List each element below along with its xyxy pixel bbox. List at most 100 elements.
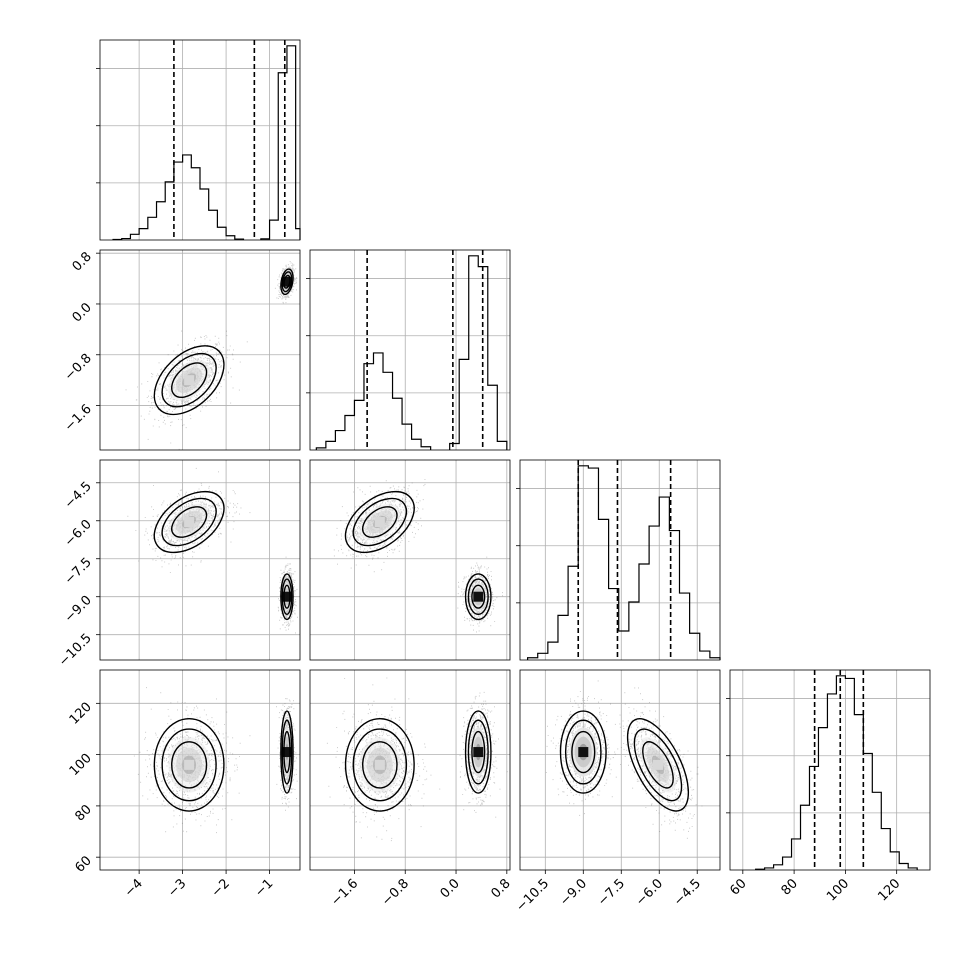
x-tick-label: 0.0 <box>438 876 463 901</box>
contour-line <box>153 345 225 416</box>
histogram-step-3 <box>755 675 918 870</box>
x-tick-label: 100 <box>824 876 852 904</box>
panel-content <box>545 680 703 839</box>
panel-border <box>99 459 301 661</box>
contour-line <box>352 497 408 547</box>
panel-1-0 <box>99 249 301 451</box>
contour-line <box>344 718 415 812</box>
y-tick-label: 60 <box>73 853 95 875</box>
density-peak <box>374 517 385 528</box>
x-tick-label: −7.5 <box>595 876 628 909</box>
density-peak <box>184 517 195 528</box>
contour-line <box>281 719 293 785</box>
x-tick-label: 120 <box>875 876 903 904</box>
y-tick-label: 0.8 <box>70 249 95 274</box>
density-peak <box>578 747 589 758</box>
panel-border <box>99 249 301 451</box>
density-peak <box>281 747 292 758</box>
panel-content <box>326 677 508 842</box>
panel-border <box>519 459 721 661</box>
contour-line <box>352 728 408 802</box>
panel-border <box>99 669 301 871</box>
contour-line <box>171 741 208 789</box>
y-tick-label: −0.8 <box>62 351 95 384</box>
x-tick-label: −9.0 <box>557 876 590 909</box>
histogram-step-1 <box>315 255 508 450</box>
panel-3-1 <box>309 669 511 871</box>
panel-content <box>127 467 298 634</box>
x-tick-label: −2 <box>209 876 233 900</box>
y-tick-label: −4.5 <box>62 479 95 512</box>
x-tick-label: −1.6 <box>328 876 361 909</box>
density-peak <box>473 747 484 758</box>
panel-border <box>99 39 301 241</box>
contour-line <box>471 730 486 774</box>
x-tick-label: −10.5 <box>513 876 552 915</box>
density-peak <box>184 375 195 386</box>
panel-background <box>100 460 300 660</box>
contour-line <box>633 728 683 802</box>
contour-line <box>280 268 294 296</box>
x-tick-label: −4.5 <box>671 876 704 909</box>
y-tick-label: 100 <box>67 751 95 779</box>
histogram-step-0 <box>112 45 301 241</box>
y-tick-label: −6.0 <box>62 517 95 550</box>
panel-border <box>309 249 511 451</box>
contour-line <box>344 490 415 554</box>
density-peak <box>652 759 663 770</box>
panel-3-2 <box>519 669 721 871</box>
contour-line <box>283 274 291 289</box>
contour-line <box>281 578 293 616</box>
density-peak <box>281 276 292 287</box>
contour-line <box>464 573 492 621</box>
y-tick-label: −9.0 <box>62 593 95 626</box>
x-tick-label: −3 <box>165 876 189 900</box>
contour-line <box>361 506 398 538</box>
panel-content <box>133 687 298 834</box>
panel-background <box>520 670 720 870</box>
x-tick-label: 80 <box>779 876 801 898</box>
panel-3-3 <box>729 669 931 871</box>
contour-line <box>281 271 293 293</box>
contour-line <box>571 730 596 774</box>
contour-line <box>467 719 489 785</box>
density-peak <box>281 591 292 602</box>
y-tick-label: −1.6 <box>62 402 95 435</box>
contour-line <box>464 710 492 794</box>
contour-line <box>564 719 602 785</box>
panel-2-1 <box>309 459 511 661</box>
contour-line <box>280 710 294 794</box>
panel-background <box>100 250 300 450</box>
x-tick-label: −1 <box>252 876 276 900</box>
contour-line <box>361 741 398 789</box>
contour-line <box>283 584 291 609</box>
contour-line <box>467 578 489 616</box>
contour-line <box>171 506 208 538</box>
x-tick-label: −0.8 <box>379 876 412 909</box>
panel-0-0 <box>99 39 301 241</box>
x-tick-label: 0.8 <box>488 876 513 901</box>
density-peak <box>374 759 385 770</box>
density-peak <box>184 759 195 770</box>
panel-1-1 <box>309 249 511 451</box>
panel-border <box>729 669 931 871</box>
contour-line <box>626 718 690 812</box>
contour-line <box>280 573 294 621</box>
contour-line <box>642 741 674 789</box>
panel-background <box>100 40 300 240</box>
density-peak <box>473 591 484 602</box>
contour-line <box>559 710 607 794</box>
contour-line <box>153 718 225 812</box>
contour-line <box>283 730 291 774</box>
x-tick-label: −6.0 <box>633 876 666 909</box>
panel-2-2 <box>519 459 721 661</box>
panel-3-0 <box>99 669 301 871</box>
panel-2-0 <box>99 459 301 661</box>
panel-content <box>125 260 298 450</box>
contour-line <box>161 352 217 408</box>
x-tick-label: 60 <box>727 876 749 898</box>
panel-border <box>309 459 511 661</box>
panel-background <box>520 460 720 660</box>
panel-background <box>310 460 510 660</box>
y-tick-label: 80 <box>73 802 95 824</box>
